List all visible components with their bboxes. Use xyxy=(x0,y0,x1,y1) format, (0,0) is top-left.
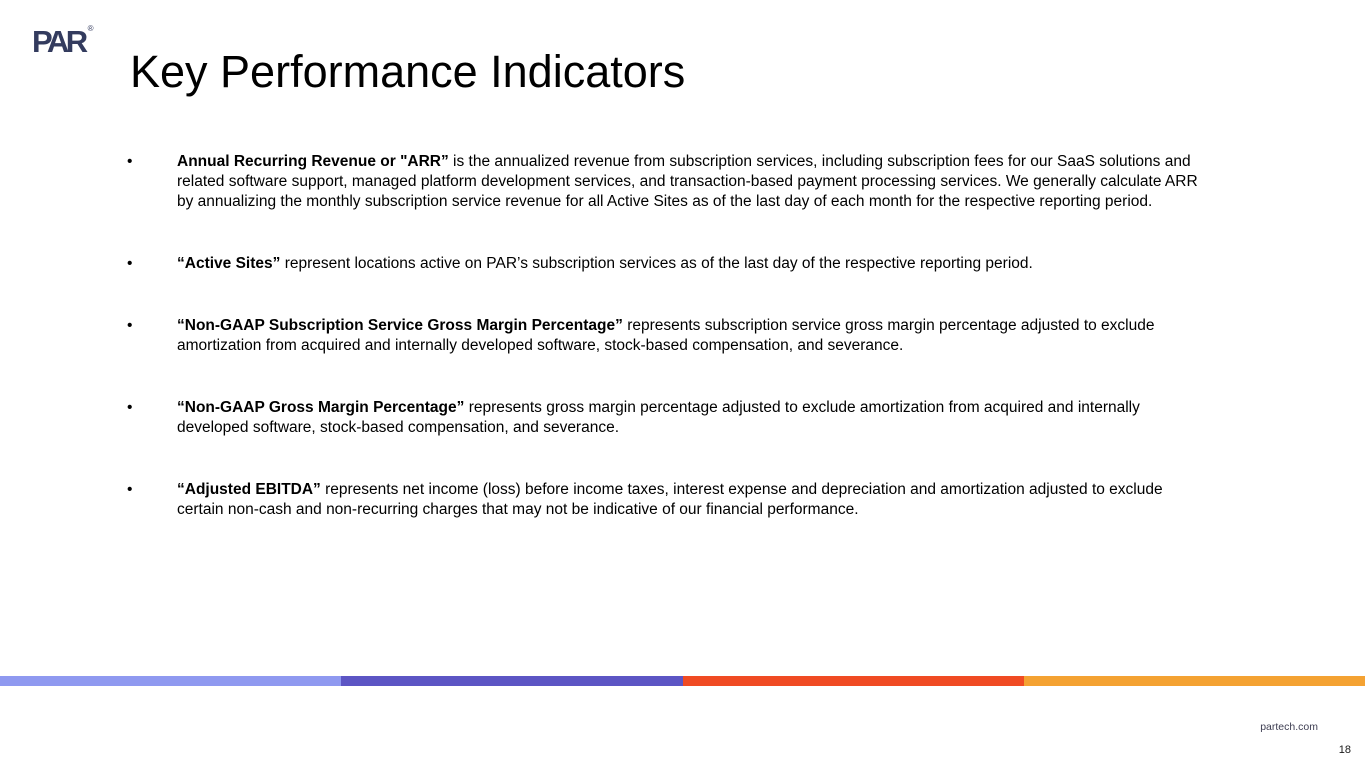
par-logo: PAR ® xyxy=(32,24,94,59)
term-definition: is the annualized revenue from subscript… xyxy=(177,153,1198,210)
term-definition: represent locations active on PAR’s subs… xyxy=(280,255,1033,272)
term-label: “Non-GAAP Subscription Service Gross Mar… xyxy=(177,317,623,334)
bullet-icon: • xyxy=(127,255,133,272)
page-number: 18 xyxy=(1338,744,1351,756)
list-item-active-sites: • “Active Sites” represent locations acti… xyxy=(127,254,1209,274)
term-definition: represents gross margin percentage adjus… xyxy=(177,399,1140,436)
list-item-subscription-gross-margin: • “Non-GAAP Subscription Service Gross Ma… xyxy=(127,316,1209,356)
bullet-icon: • xyxy=(127,481,133,498)
bullet-icon: • xyxy=(127,153,133,170)
website-link[interactable]: partech.com xyxy=(1260,721,1318,733)
list-item-arr: • Annual Recurring Revenue or "ARR” is th… xyxy=(127,152,1209,212)
term-definition: represents subscription service gross ma… xyxy=(177,317,1155,354)
bullet-icon: • xyxy=(127,317,133,334)
term-label: “Active Sites” xyxy=(177,255,281,272)
list-item-adjusted-ebitda: • “Adjusted EBITDA” represents net income… xyxy=(127,480,1209,520)
stripe-segment-purple xyxy=(341,676,683,686)
term-label: “Adjusted EBITDA” xyxy=(177,481,321,498)
registered-trademark-icon: ® xyxy=(87,24,94,33)
accent-stripe xyxy=(0,676,1365,686)
page-title: Key Performance Indicators xyxy=(130,46,686,97)
term-label: “Non-GAAP Gross Margin Percentage” xyxy=(177,399,465,416)
stripe-segment-orange xyxy=(1023,676,1365,686)
par-logo-text: PAR xyxy=(32,24,88,59)
bullet-icon: • xyxy=(127,399,133,416)
kpi-definitions-list: • Annual Recurring Revenue or "ARR” is th… xyxy=(127,152,1209,562)
term-definition: represents net income (loss) before inco… xyxy=(177,481,1163,518)
stripe-segment-red-orange xyxy=(682,676,1024,686)
list-item-gross-margin: • “Non-GAAP Gross Margin Percentage” repr… xyxy=(127,398,1209,438)
term-label: Annual Recurring Revenue or "ARR” xyxy=(177,153,449,170)
stripe-segment-periwinkle xyxy=(0,676,342,686)
